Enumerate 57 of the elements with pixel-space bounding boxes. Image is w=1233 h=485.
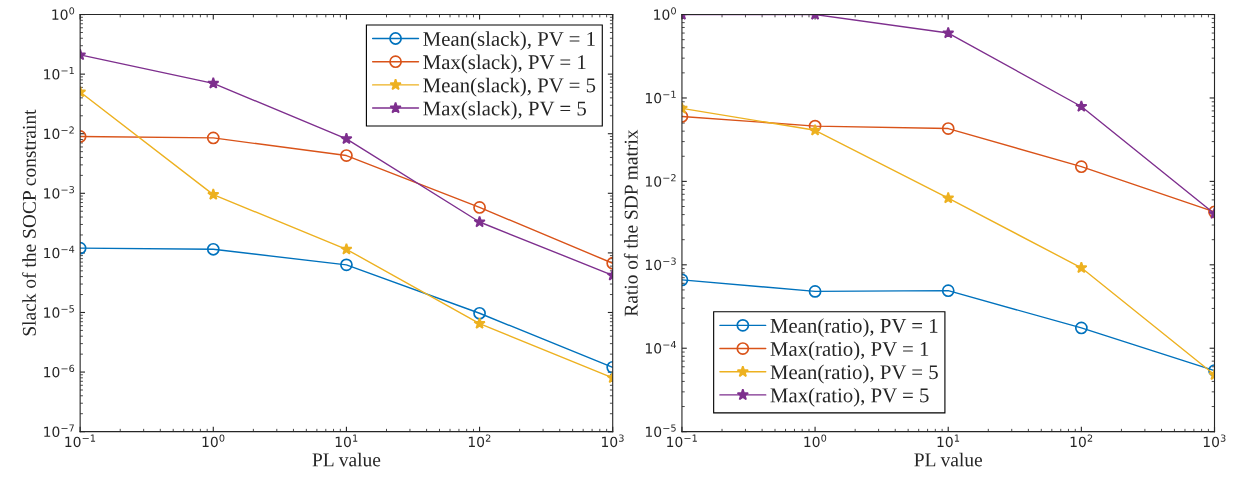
- point: [340, 132, 353, 145]
- point: [207, 188, 220, 200]
- point: [942, 191, 955, 204]
- y-tick-label: 10$^{−1}$: [645, 90, 676, 104]
- y-tick-label: 10$^{−2}$: [645, 174, 676, 187]
- point: [473, 215, 486, 228]
- y-tick-label: 10$^{−3}$: [44, 185, 74, 199]
- x-axis-title: PL value: [914, 452, 983, 467]
- point: [1075, 261, 1088, 274]
- point: [941, 122, 955, 135]
- point: [340, 242, 353, 255]
- y-tick-label: 10$^{−4}$: [44, 245, 75, 259]
- legend-label: Mean(slack), PV = 1: [423, 31, 595, 51]
- point: [340, 149, 353, 162]
- y-tick-label: 10$^{−4}$: [645, 341, 677, 354]
- point: [808, 123, 822, 136]
- point: [808, 119, 822, 133]
- point: [942, 26, 955, 39]
- x-axis-title: PL value: [312, 452, 381, 467]
- legend-label: Max(slack), PV = 5: [423, 100, 586, 120]
- point: [808, 285, 822, 298]
- x-tick-label: 10$^{−1}$: [667, 434, 697, 448]
- x-tick-label: 10$^{1}$: [335, 434, 358, 448]
- point: [473, 317, 486, 329]
- point: [340, 258, 353, 272]
- legend-label: Mean(slack), PV = 5: [423, 77, 596, 97]
- x-tick-label: 10$^{0}$: [804, 434, 827, 448]
- legend-label: Mean(ratio), PV = 5: [770, 364, 938, 384]
- point: [1074, 321, 1088, 335]
- y-tick-label: 10$^{0}$: [52, 7, 75, 20]
- legend-label: Max(ratio), PV = 5: [770, 387, 929, 407]
- legend-label: Max(ratio), PV = 1: [770, 341, 929, 361]
- point: [1075, 100, 1088, 112]
- point: [207, 76, 220, 89]
- point: [206, 131, 220, 145]
- point: [473, 201, 486, 214]
- y-axis-title: Slack of the SOCP constraint: [22, 109, 36, 336]
- x-tick-label: 10$^{0}$: [202, 434, 225, 448]
- point: [1074, 160, 1088, 174]
- y-axis-title: Ratio of the SDP matrix: [623, 129, 638, 317]
- y-tick-label: 10$^{0}$: [654, 7, 676, 20]
- legend-label: Mean(ratio), PV = 1: [770, 318, 938, 338]
- x-tick-label: 10$^{3}$: [602, 434, 624, 448]
- y-tick-label: 10$^{−3}$: [645, 257, 676, 271]
- y-tick-label: 10$^{−2}$: [44, 126, 74, 140]
- x-tick-label: 10$^{3}$: [1203, 434, 1226, 448]
- x-tick-label: 10$^{2}$: [468, 434, 491, 448]
- x-tick-label: 10$^{−1}$: [65, 434, 96, 448]
- y-tick-label: 10$^{−5}$: [44, 305, 74, 318]
- point: [473, 306, 486, 320]
- legend-label: Max(slack), PV = 1: [423, 54, 586, 74]
- x-tick-label: 10$^{1}$: [937, 434, 960, 448]
- y-tick-label: 10$^{−1}$: [44, 66, 74, 80]
- x-tick-label: 10$^{2}$: [1070, 434, 1093, 448]
- y-tick-label: 10$^{−6}$: [44, 364, 75, 378]
- point: [206, 242, 220, 256]
- point: [941, 284, 955, 298]
